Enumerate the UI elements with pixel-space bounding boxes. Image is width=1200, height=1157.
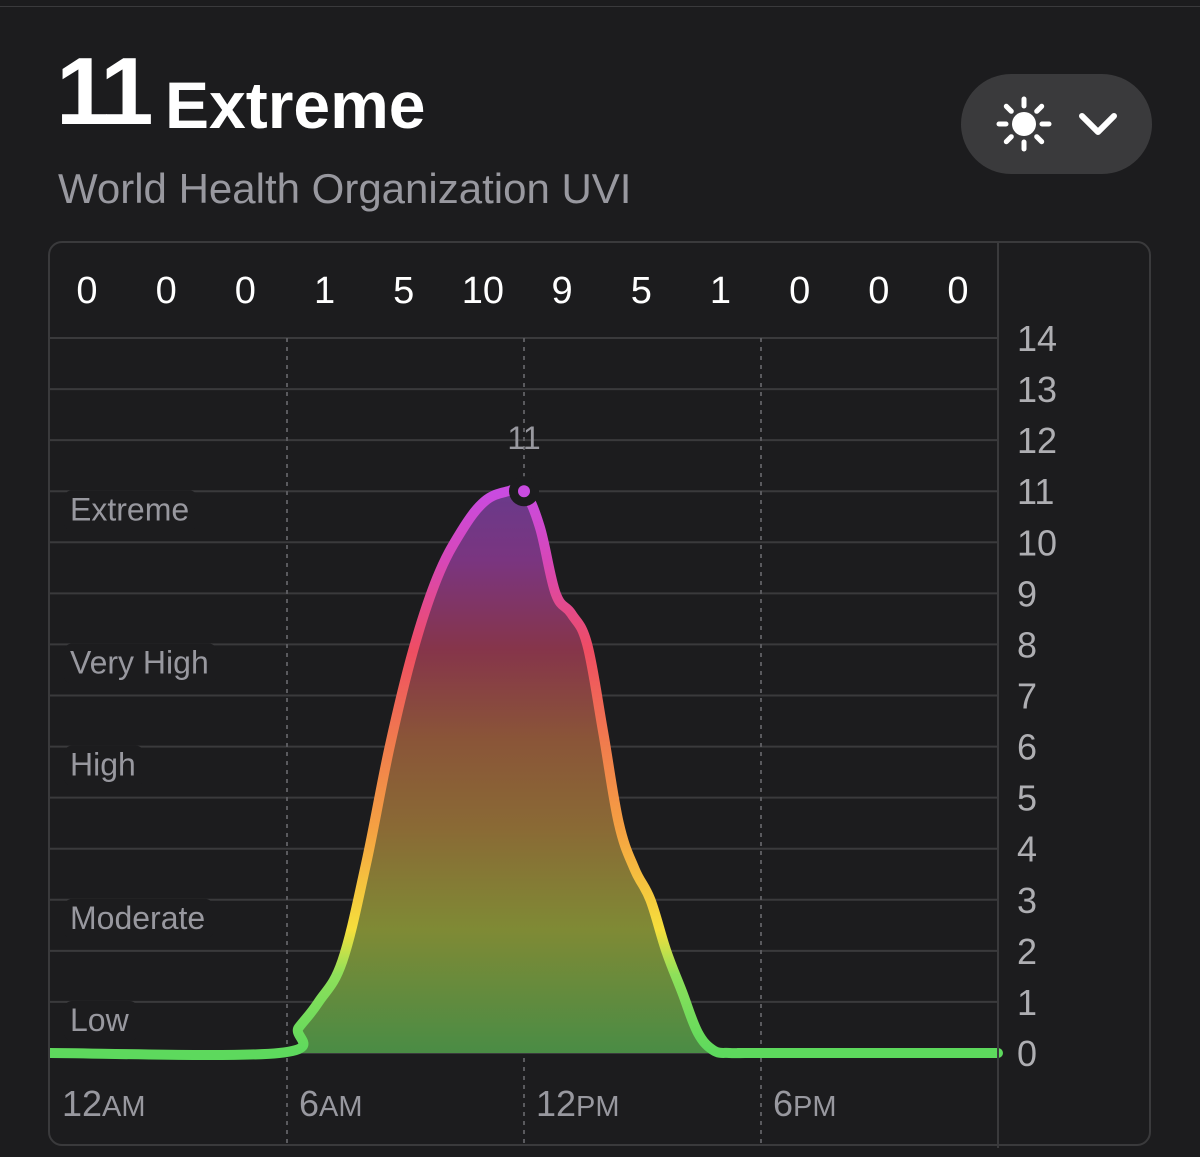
hourly-label-6: 9: [552, 270, 573, 312]
uv-series-line: [50, 482, 1003, 1061]
x-tick-number: 6: [299, 1083, 319, 1124]
band-label-bg: [64, 1001, 138, 1041]
uv-area-fill: [50, 487, 998, 1056]
y-tick-13: 13: [1017, 369, 1057, 410]
band-label-text: High: [70, 747, 136, 783]
x-axis: 12AM 6AM 12PM 6PM: [62, 1083, 837, 1124]
hourly-label-4: 5: [393, 270, 414, 312]
x-tick-0: 12AM: [62, 1083, 146, 1124]
x-tick-number: 12: [62, 1083, 102, 1124]
band-label-low: Low: [64, 1001, 138, 1041]
y-tick-5: 5: [1017, 778, 1037, 819]
band-label-moderate: Moderate: [64, 898, 214, 939]
y-tick-6: 6: [1017, 727, 1037, 768]
band-label-bg: [64, 643, 217, 684]
peak-dot: [518, 485, 530, 498]
uv-index-value: 11: [56, 38, 154, 145]
x-tick-number: 12: [536, 1083, 576, 1124]
hourly-uv-labels: 0 0 0 1 5 10 9 5 1 0 0 0: [76, 270, 968, 312]
x-tick-number: 6: [773, 1083, 793, 1124]
y-tick-0: 0: [1017, 1033, 1037, 1074]
y-tick-9: 9: [1017, 573, 1037, 614]
band-label-text: Very High: [70, 645, 209, 681]
hourly-label-8: 1: [710, 270, 731, 312]
y-tick-8: 8: [1017, 624, 1037, 665]
x-tick-suffix: PM: [576, 1091, 620, 1123]
hourly-label-0: 0: [76, 270, 97, 312]
y-tick-3: 3: [1017, 880, 1037, 921]
hourly-label-10: 0: [868, 270, 889, 312]
y-tick-7: 7: [1017, 676, 1037, 717]
x-tick-18: 6PM: [773, 1083, 837, 1124]
uv-chart-panel: Low Moderate High Very High Extreme 0 0 0 1 5 10 9…: [48, 241, 1151, 1148]
band-label-text: Extreme: [70, 491, 189, 527]
uv-source-label: World Health Organization UVI: [58, 165, 632, 212]
x-tick-6: 6AM: [299, 1083, 363, 1124]
sun-icon: [996, 96, 1051, 152]
band-label-bg: [64, 898, 214, 939]
y-tick-14: 14: [1017, 318, 1057, 359]
y-tick-2: 2: [1017, 931, 1037, 972]
x-tick-suffix: AM: [102, 1091, 146, 1123]
peak-label: 11: [507, 420, 540, 456]
x-tick-suffix: AM: [319, 1091, 363, 1123]
peak-marker: 11: [507, 420, 541, 507]
hourly-label-11: 0: [947, 270, 968, 312]
hourly-label-9: 0: [789, 270, 810, 312]
y-tick-12: 12: [1017, 420, 1057, 461]
hourly-label-1: 0: [156, 270, 177, 312]
y-tick-4: 4: [1017, 829, 1037, 870]
x-tick-suffix: PM: [793, 1091, 837, 1123]
band-label-extreme: Extreme: [64, 490, 198, 531]
chevron-down-icon: [1078, 113, 1117, 135]
hourly-label-5: 10: [462, 270, 504, 312]
band-label-text: Moderate: [70, 900, 205, 936]
band-label-bg: [64, 490, 198, 531]
uv-category-label: Extreme: [165, 68, 426, 142]
band-label-bg: [64, 745, 144, 786]
top-divider: [0, 6, 1200, 7]
hourly-label-3: 1: [314, 270, 335, 312]
uv-band-labels: Low Moderate High Very High Extreme: [64, 490, 217, 1041]
hourly-label-2: 0: [235, 270, 256, 312]
metric-selector-button[interactable]: [961, 74, 1152, 174]
y-tick-11: 11: [1017, 471, 1054, 512]
x-tick-12: 12PM: [536, 1083, 620, 1124]
y-tick-1: 1: [1017, 982, 1037, 1023]
y-tick-10: 10: [1017, 522, 1057, 563]
band-label-high: High: [64, 745, 144, 786]
hourly-label-7: 5: [631, 270, 652, 312]
band-label-text: Low: [70, 1002, 130, 1038]
band-label-very-high: Very High: [64, 643, 217, 684]
